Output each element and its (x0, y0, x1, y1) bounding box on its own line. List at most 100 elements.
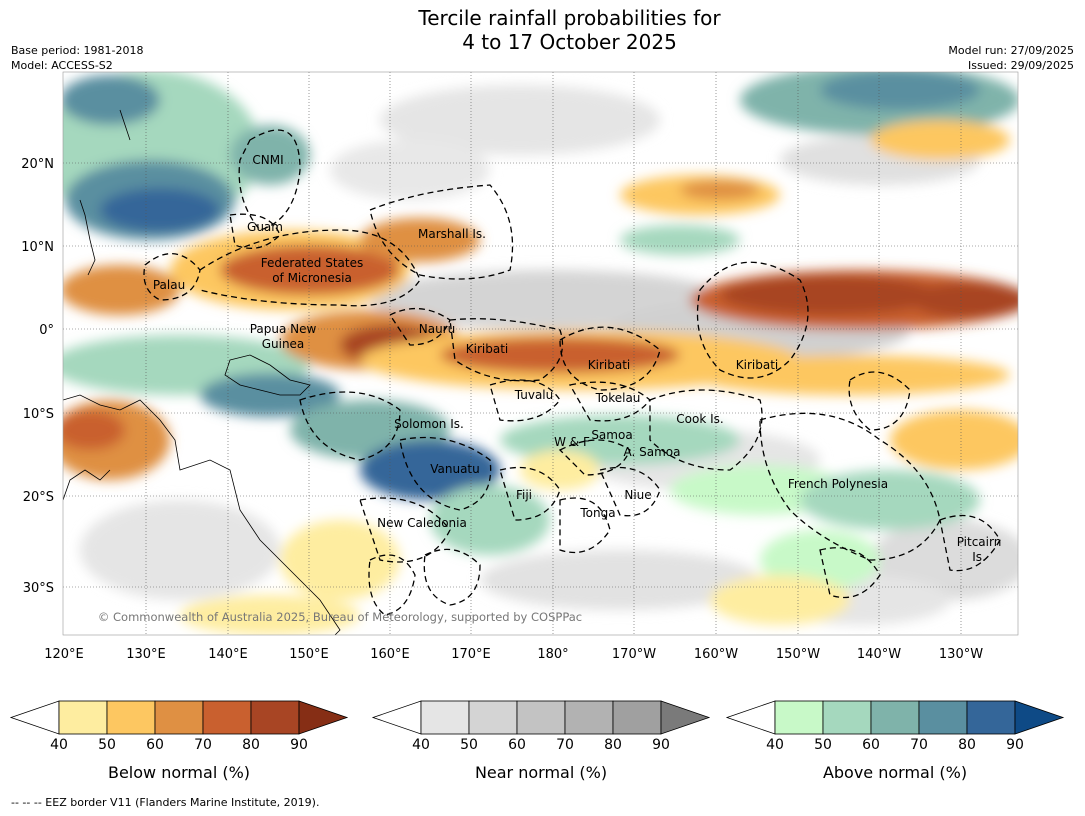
lat-tick: 0° (39, 323, 54, 338)
title-line-2: 4 to 17 October 2025 (462, 30, 677, 54)
colorbar-low-extend (9, 700, 60, 735)
colorbar-segment (420, 700, 470, 735)
colorbar-tick: 90 (652, 737, 670, 753)
label-fsm-line1: Federated States (261, 256, 363, 270)
lon-tick: 170°W (612, 647, 656, 662)
lon-tick: 180° (537, 647, 568, 662)
label-new-caledonia: New Caledonia (377, 516, 467, 530)
lat-tick: 30°S (23, 581, 54, 596)
label-tonga: Tonga (579, 506, 615, 520)
latitude-labels: 20°N 10°N 0° 10°S 20°S 30°S (21, 157, 54, 596)
colorbar-tick: 70 (910, 737, 928, 753)
label-png-line2: Guinea (262, 337, 305, 351)
colorbar-tick: 60 (508, 737, 526, 753)
colorbar-tick: 60 (146, 737, 164, 753)
map-frame (62, 71, 1019, 636)
label-cnmi: CNMI (252, 153, 283, 167)
colorbar-segment (250, 700, 300, 735)
colorbar-segment (564, 700, 614, 735)
graticule (63, 72, 1018, 635)
colorbar-tick: 90 (1006, 737, 1024, 753)
colorbar-high-extend (298, 700, 349, 735)
colorbar-tick: 50 (460, 737, 478, 753)
label-pitcairn-line1: Pitcairn (957, 535, 1002, 549)
label-png-line1: Papua New (250, 322, 317, 336)
copyright-credit: © Commonwealth of Australia 2025, Bureau… (98, 610, 582, 624)
colorbar-segment (106, 700, 156, 735)
colorbar-tick: 80 (604, 737, 622, 753)
label-nauru: Nauru (419, 322, 455, 336)
label-solomon-is: Solomon Is. (394, 417, 464, 431)
right-metadata: Model run: 27/09/2025 Issued: 29/09/2025 (948, 43, 1074, 73)
colorbar-2: 40 50 60 70 80 90 Near normal (%) (371, 700, 711, 782)
label-tokelau: Tokelau (595, 391, 641, 405)
title-line-1: Tercile rainfall probabilities for (418, 6, 721, 30)
label-pitcairn-line2: Is. (972, 550, 986, 564)
colorbar-tick: 70 (556, 737, 574, 753)
lon-tick: 130°E (126, 647, 166, 662)
lon-tick: 140°W (857, 647, 901, 662)
model-run: Model run: 27/09/2025 (948, 44, 1074, 57)
colorbar-label: Below normal (%) (108, 763, 250, 782)
colorbar-segment (516, 700, 566, 735)
map-title: Tercile rainfall probabilities for 4 to … (0, 6, 1085, 54)
lat-tick: 20°N (21, 157, 54, 172)
label-french-polynesia: French Polynesia (788, 477, 888, 491)
label-fiji: Fiji (516, 488, 532, 502)
lon-tick: 150°E (289, 647, 329, 662)
lat-tick: 20°S (23, 490, 54, 505)
eez-footnote: -- -- -- EEZ border V11 (Flanders Marine… (11, 796, 320, 809)
colorbar-label: Above normal (%) (823, 763, 967, 782)
label-vanuatu: Vanuatu (430, 462, 480, 476)
colorbar-segment (822, 700, 872, 735)
colorbar-tick: 60 (862, 737, 880, 753)
colorbar-segment (966, 700, 1016, 735)
colorbar-tick: 70 (194, 737, 212, 753)
label-fsm-line2: of Micronesia (272, 271, 352, 285)
eez-borders (143, 129, 1001, 616)
probability-field (63, 72, 1018, 635)
place-labels: CNMI Guam Marshall Is. Federated States … (153, 153, 1001, 564)
lon-tick: 140°E (208, 647, 248, 662)
label-kiribati-east: Kiribati (736, 358, 778, 372)
colorbar-segment (918, 700, 968, 735)
lon-tick: 170°E (451, 647, 491, 662)
colorbar-segment (774, 700, 824, 735)
lon-tick: 160°W (694, 647, 738, 662)
label-cook-is: Cook Is. (676, 412, 723, 426)
label-wallis-futuna: W & F (554, 435, 590, 449)
colorbar-tick: 80 (958, 737, 976, 753)
colorbar-segment (870, 700, 920, 735)
label-tuvalu: Tuvalu (514, 388, 554, 402)
label-guam: Guam (247, 220, 283, 234)
colorbar-segment (612, 700, 662, 735)
issued-date: Issued: 29/09/2025 (967, 59, 1074, 72)
colorbar-low-extend (371, 700, 422, 735)
colorbar-tick: 80 (242, 737, 260, 753)
colorbar-1: 40 50 60 70 80 90 Below normal (%) (9, 700, 349, 782)
colorbar-tick: 50 (814, 737, 832, 753)
colorbar-3: 40 50 60 70 80 90 Above normal (%) (725, 700, 1065, 782)
label-samoa: Samoa (591, 428, 632, 442)
colorbar-segment (154, 700, 204, 735)
lon-tick: 130°W (939, 647, 983, 662)
base-period: Base period: 1981-2018 (11, 44, 144, 57)
label-american-samoa: A. Samoa (624, 445, 681, 459)
lat-tick: 10°S (23, 407, 54, 422)
colorbar-high-extend (660, 700, 711, 735)
colorbar-tick: 90 (290, 737, 308, 753)
label-kiribati-central: Kiribati (588, 358, 630, 372)
model-name: Model: ACCESS-S2 (11, 59, 113, 72)
label-niue: Niue (624, 488, 651, 502)
colorbar-label: Near normal (%) (475, 763, 607, 782)
colorbar-tick: 40 (412, 737, 430, 753)
colorbar-low-extend (725, 700, 776, 735)
lat-tick: 10°N (21, 240, 54, 255)
colorbar-tick: 40 (766, 737, 784, 753)
colorbar-tick: 50 (98, 737, 116, 753)
coastlines (63, 109, 341, 635)
label-marshall-is: Marshall Is. (418, 227, 486, 241)
left-metadata: Base period: 1981-2018 Model: ACCESS-S2 (11, 43, 143, 73)
label-palau: Palau (153, 278, 185, 292)
